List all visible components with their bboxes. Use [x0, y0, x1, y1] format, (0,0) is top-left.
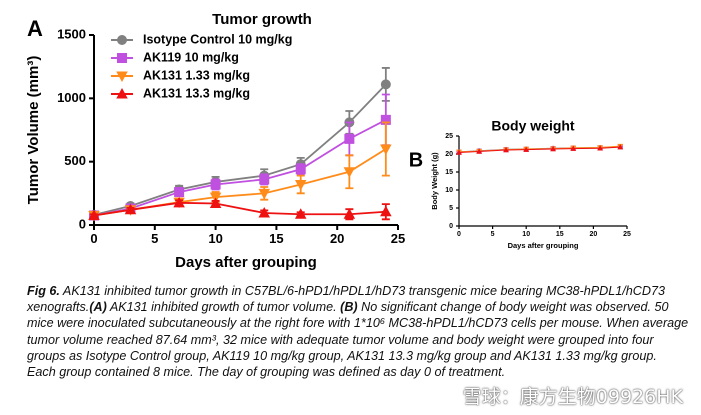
- y-tick-label: 1500: [57, 26, 86, 41]
- y-tick-label: 0: [449, 223, 453, 230]
- marker: [88, 209, 100, 220]
- marker: [476, 148, 483, 154]
- x-tick-label: 5: [491, 231, 495, 238]
- marker: [380, 205, 392, 217]
- legend-label: AK119 10 mg/kg: [143, 50, 239, 64]
- panel-label: B: [409, 149, 423, 171]
- caption-part: (A): [89, 300, 107, 315]
- x-tick-label: 20: [590, 231, 598, 238]
- y-tick-label: 1000: [57, 90, 86, 105]
- caption-part: AK131 inhibited tumor growth in C57BL/6-…: [27, 284, 665, 315]
- legend-label: AK131 13.3 mg/kg: [143, 86, 250, 100]
- y-tick-label: 20: [445, 151, 453, 158]
- marker: [209, 197, 222, 208]
- caption-part: No significant change of body weight was…: [27, 300, 689, 380]
- marker: [380, 79, 391, 90]
- x-tick-label: 10: [522, 231, 530, 238]
- marker: [210, 179, 221, 190]
- x-axis-label: Days after grouping: [175, 254, 317, 271]
- legend-marker: [116, 71, 128, 82]
- watermark: 雪球：康方生物09926HK: [462, 386, 683, 408]
- marker: [294, 208, 307, 219]
- x-tick-label: 10: [208, 231, 222, 246]
- chart-title: Body weight: [491, 118, 575, 134]
- legend-marker: [116, 88, 128, 99]
- caption-part: AK131 inhibited growth of tumor volume.: [106, 300, 341, 315]
- y-axis-label: Body Weight (g): [430, 152, 439, 210]
- marker: [173, 196, 185, 208]
- series-line: [458, 146, 621, 154]
- legend-label: Isotype Control 10 mg/kg: [143, 32, 292, 46]
- x-tick-label: 5: [151, 231, 158, 246]
- y-tick-label: 10: [445, 187, 453, 194]
- marker: [258, 188, 270, 200]
- marker: [294, 179, 307, 191]
- marker: [456, 149, 462, 155]
- marker: [503, 147, 509, 153]
- marker: [343, 208, 356, 219]
- marker: [259, 174, 270, 185]
- marker: [124, 203, 137, 215]
- marker: [570, 145, 577, 151]
- y-axis-label: Tumor Volume (mm³): [25, 56, 42, 205]
- series-line: [93, 119, 387, 217]
- marker: [295, 164, 306, 175]
- y-tick-label: 500: [64, 153, 86, 168]
- marker: [597, 145, 603, 151]
- series-line: [93, 83, 387, 216]
- x-tick-label: 0: [457, 231, 461, 238]
- x-axis-label: Days after grouping: [508, 241, 579, 250]
- y-tick-label: 25: [445, 133, 453, 140]
- marker: [343, 167, 356, 178]
- y-tick-label: 15: [445, 169, 453, 176]
- caption-part: (B): [340, 300, 358, 315]
- x-tick-label: 15: [556, 231, 564, 238]
- marker: [523, 146, 530, 152]
- caption-part: Fig 6.: [27, 284, 60, 298]
- legend-marker: [117, 35, 127, 45]
- marker: [380, 144, 392, 155]
- legend-label: AK131 1.33 mg/kg: [143, 68, 250, 82]
- caption: Fig 6. AK131 inhibited tumor growth in C…: [27, 283, 689, 380]
- y-tick-label: 5: [449, 205, 453, 212]
- chart-title: Tumor growth: [212, 11, 312, 28]
- x-tick-label: 25: [623, 231, 631, 238]
- y-tick-label: 0: [79, 216, 86, 231]
- x-tick-label: 20: [330, 231, 344, 246]
- legend-marker: [117, 53, 127, 63]
- marker: [550, 145, 556, 152]
- x-tick-label: 0: [90, 231, 97, 246]
- marker: [174, 187, 185, 198]
- x-tick-label: 25: [391, 231, 405, 246]
- series-line: [93, 201, 386, 217]
- marker: [258, 206, 270, 218]
- x-tick-label: 15: [269, 231, 283, 246]
- marker: [617, 144, 624, 150]
- marker: [344, 133, 355, 144]
- panel-label: A: [27, 16, 43, 41]
